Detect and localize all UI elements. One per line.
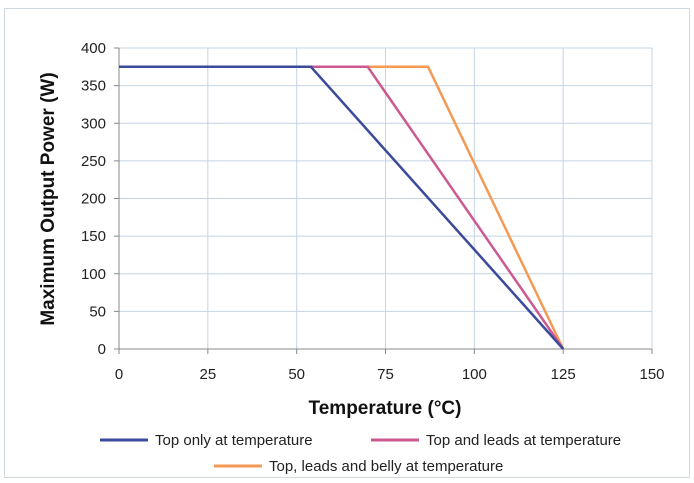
series-line-top-leads-belly	[119, 65, 565, 350]
x-axis-title: Temperature (°C)	[309, 398, 462, 419]
y-tick-label: 300	[81, 115, 106, 132]
legend-label-top-and-leads: Top and leads at temperature	[426, 432, 621, 449]
y-tick-label: 50	[89, 303, 106, 320]
y-tick-label: 400	[81, 40, 106, 57]
x-tick-label: 50	[288, 366, 305, 383]
y-tick-labels: 0 50 100 150 200 250 300 350 400	[81, 40, 106, 358]
y-tick-label: 0	[98, 341, 106, 358]
legend-label-top-leads-belly: Top, leads and belly at temperature	[269, 458, 503, 475]
x-tick-label: 150	[639, 366, 664, 383]
chart-frame	[4, 8, 690, 478]
x-tick-label: 125	[551, 366, 576, 383]
y-tick-label: 150	[81, 228, 106, 245]
legend: Top only at temperature Top and leads at…	[100, 432, 621, 475]
grid	[119, 47, 653, 349]
x-tick-labels: 0 25 50 75 100 125 150	[115, 366, 665, 383]
y-tick-label: 250	[81, 153, 106, 170]
y-tick-label: 100	[81, 266, 106, 283]
y-tick-label: 200	[81, 191, 106, 208]
axes	[114, 47, 653, 354]
x-tick-label: 25	[199, 366, 216, 383]
y-tick-label: 350	[81, 78, 106, 95]
x-tick-label: 0	[115, 366, 123, 383]
x-tick-label: 75	[377, 366, 394, 383]
series-line-top-only	[119, 65, 565, 350]
legend-label-top-only: Top only at temperature	[155, 432, 313, 449]
y-axis-title: Maximum Output Power (W)	[38, 72, 59, 325]
x-tick-label: 100	[462, 366, 487, 383]
series-layer	[119, 65, 565, 350]
